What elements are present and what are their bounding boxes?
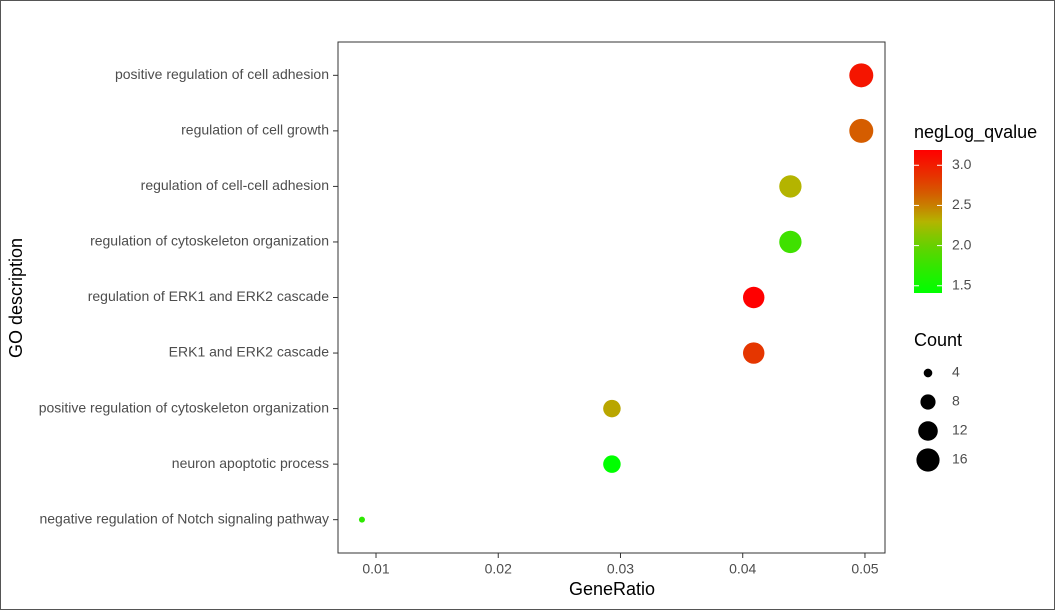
x-tick-label: 0.03 (607, 561, 634, 577)
color-tick-label: 3.0 (952, 156, 972, 172)
y-axis-title: GO description (6, 238, 26, 358)
y-tick-label: positive regulation of cytoskeleton orga… (39, 399, 329, 415)
size-key (923, 368, 933, 378)
x-tick-label: 0.04 (729, 561, 756, 577)
point (742, 342, 765, 364)
color-legend-title: negLog_qvalue (914, 122, 1037, 143)
y-tick-label: ERK1 and ERK2 cascade (169, 344, 330, 360)
point (849, 63, 874, 88)
y-tick-label: regulation of cytoskeleton organization (90, 233, 329, 249)
x-tick-label: 0.05 (851, 561, 878, 577)
x-axis-title: GeneRatio (569, 579, 655, 599)
color-tick-label: 2.0 (952, 236, 972, 252)
point (742, 286, 765, 309)
size-legend-title: Count (914, 330, 962, 350)
point (779, 230, 802, 254)
y-tick-label: regulation of ERK1 and ERK2 cascade (88, 288, 329, 304)
color-tick-label: 1.5 (952, 276, 972, 292)
size-key (920, 394, 936, 410)
point (603, 455, 621, 473)
panel (337, 41, 886, 554)
size-key-label: 12 (952, 422, 968, 438)
x-tick-label: 0.02 (485, 561, 512, 577)
size-key-label: 8 (952, 393, 960, 409)
y-tick-label: neuron apoptotic process (172, 455, 329, 471)
size-key-label: 4 (952, 364, 960, 380)
point (603, 399, 621, 418)
y-tick-label: regulation of cell-cell adhesion (141, 177, 329, 193)
size-key (918, 421, 938, 441)
y-tick-label: positive regulation of cell adhesion (115, 66, 329, 82)
point (358, 516, 365, 523)
y-tick-label: negative regulation of Notch signaling p… (39, 510, 329, 526)
color-bar (914, 150, 942, 293)
size-key-label: 16 (952, 451, 968, 467)
size-key (916, 448, 940, 472)
point (849, 118, 874, 143)
y-tick-label: regulation of cell growth (181, 122, 329, 138)
color-tick-label: 2.5 (952, 196, 972, 212)
x-tick-label: 0.01 (362, 561, 389, 577)
point (779, 175, 802, 198)
